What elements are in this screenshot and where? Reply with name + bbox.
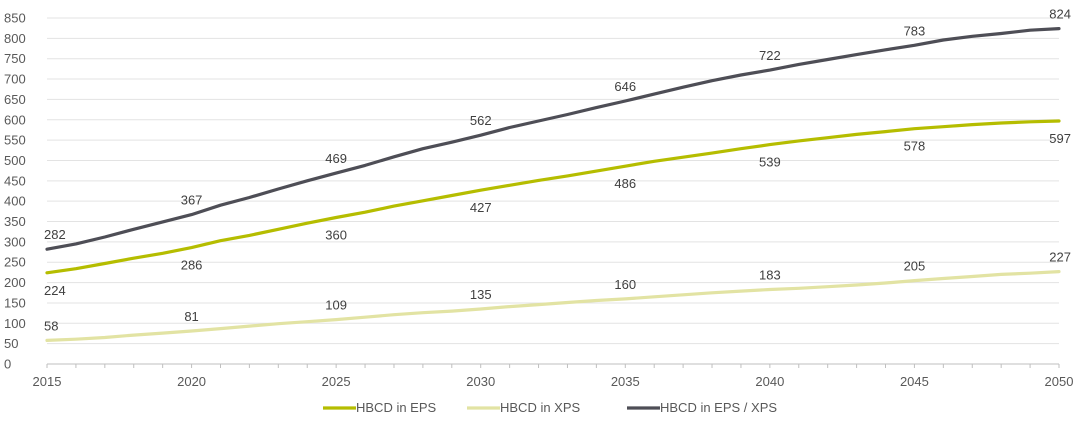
data-label: 562: [470, 113, 492, 128]
y-tick-label: 200: [4, 275, 26, 290]
data-label: 646: [614, 79, 636, 94]
y-tick-label: 600: [4, 112, 26, 127]
legend-label: HBCD in EPS / XPS: [660, 400, 777, 415]
axes: [46, 363, 1060, 368]
data-label: 427: [470, 200, 492, 215]
data-label: 783: [904, 23, 926, 38]
grid-lines: [47, 17, 1059, 345]
data-label: 360: [325, 227, 347, 242]
x-tick-label: 2025: [322, 374, 351, 389]
data-label: 183: [759, 268, 781, 283]
series-line: [45, 119, 1061, 275]
series-line: [45, 270, 1061, 342]
y-tick-label: 500: [4, 153, 26, 168]
data-label: 486: [614, 176, 636, 191]
data-label: 282: [44, 227, 66, 242]
y-tick-label: 400: [4, 194, 26, 209]
data-label: 205: [904, 259, 926, 274]
legend-label: HBCD in XPS: [500, 400, 581, 415]
data-label: 469: [325, 151, 347, 166]
data-labels: 224 286 360 427 486 539 578 597 58 81 109 135 160 183…: [44, 7, 1071, 334]
y-tick-label: 850: [4, 11, 26, 26]
y-tick-label: 550: [4, 133, 26, 148]
legend-label: HBCD in EPS: [356, 400, 437, 415]
y-tick-label: 650: [4, 92, 26, 107]
y-tick-label: 50: [4, 336, 18, 351]
data-label: 109: [325, 298, 347, 313]
data-label: 286: [181, 258, 203, 273]
data-label: 367: [181, 193, 203, 208]
data-label: 539: [759, 155, 781, 170]
data-label: 58: [44, 318, 58, 333]
data-label: 597: [1049, 131, 1071, 146]
data-label: 227: [1049, 250, 1071, 265]
y-tick-label: 800: [4, 31, 26, 46]
y-tick-label: 150: [4, 295, 26, 310]
data-label: 824: [1049, 7, 1071, 22]
data-label: 722: [759, 48, 781, 63]
data-label: 224: [44, 283, 66, 298]
y-tick-label: 700: [4, 72, 26, 87]
y-tick-label: 450: [4, 173, 26, 188]
y-axis-ticks: 0 50 100 150 200 250 300 350 400 450 500 550 600 650 7…: [4, 11, 26, 372]
y-tick-label: 350: [4, 214, 26, 229]
y-tick-label: 100: [4, 316, 26, 331]
x-tick-label: 2020: [177, 374, 206, 389]
y-tick-label: 0: [4, 357, 11, 372]
y-tick-label: 300: [4, 234, 26, 249]
x-tick-label: 2045: [900, 374, 929, 389]
legend: HBCD in EPS HBCD in XPS HBCD in EPS / XPS: [323, 400, 777, 415]
x-tick-label: 2050: [1045, 374, 1074, 389]
y-tick-label: 750: [4, 51, 26, 66]
series-lines: [45, 27, 1061, 342]
series-line: [45, 27, 1061, 251]
x-tick-label: 2030: [466, 374, 495, 389]
x-tick-label: 2035: [611, 374, 640, 389]
x-tick-label: 2015: [33, 374, 62, 389]
data-label: 160: [614, 277, 636, 292]
data-label: 81: [184, 309, 198, 324]
x-tick-label: 2040: [755, 374, 784, 389]
y-tick-label: 250: [4, 255, 26, 270]
data-label: 578: [904, 139, 926, 154]
x-axis-ticks: 2015 2020 2025 2030 2035 2040 2045 2050: [33, 374, 1074, 389]
data-label: 135: [470, 287, 492, 302]
